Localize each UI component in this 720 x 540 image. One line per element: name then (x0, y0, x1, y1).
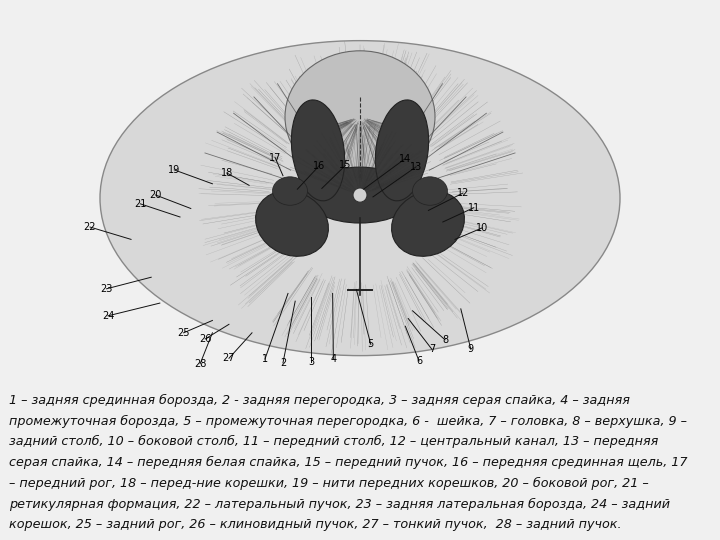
Text: 2: 2 (280, 358, 286, 368)
Text: 17: 17 (269, 152, 282, 163)
Text: 11: 11 (467, 202, 480, 213)
Ellipse shape (272, 177, 307, 205)
Ellipse shape (292, 100, 345, 201)
Text: 1 – задняя срединная борозда, 2 - задняя перегородка, 3 – задняя серая спайка, 4: 1 – задняя срединная борозда, 2 - задняя… (9, 394, 630, 407)
Text: 5: 5 (368, 340, 374, 349)
Text: 10: 10 (476, 223, 489, 233)
Text: 27: 27 (222, 353, 235, 363)
Circle shape (353, 188, 367, 202)
Text: 13: 13 (410, 162, 423, 172)
Text: 7: 7 (429, 345, 435, 354)
Ellipse shape (375, 100, 428, 201)
Text: задний столб, 10 – боковой столб, 11 – передний столб, 12 – центральный канал, 1: задний столб, 10 – боковой столб, 11 – п… (9, 435, 659, 448)
Text: 8: 8 (442, 335, 448, 345)
Text: – передний рог, 18 – перед-ние корешки, 19 – нити передних корешков, 20 – боково: – передний рог, 18 – перед-ние корешки, … (9, 477, 649, 490)
Text: 26: 26 (199, 334, 212, 344)
Text: 21: 21 (134, 199, 147, 209)
Text: корешок, 25 – задний рог, 26 – клиновидный пучок, 27 – тонкий пучок,  28 – задни: корешок, 25 – задний рог, 26 – клиновидн… (9, 518, 622, 531)
Text: 25: 25 (177, 328, 190, 338)
Ellipse shape (285, 51, 435, 183)
Text: 3: 3 (308, 357, 314, 367)
Text: 20: 20 (149, 190, 162, 200)
Text: 24: 24 (102, 311, 114, 321)
Text: 14: 14 (398, 154, 411, 164)
Text: 1: 1 (262, 354, 268, 364)
Text: 18: 18 (220, 168, 233, 178)
Text: 16: 16 (312, 161, 325, 171)
Text: 19: 19 (168, 165, 181, 175)
Ellipse shape (305, 167, 415, 223)
Text: ретикулярная формация, 22 – латеральный пучок, 23 – задняя латеральная борозда, : ретикулярная формация, 22 – латеральный … (9, 498, 670, 511)
Text: промежуточная борозда, 5 – промежуточная перегородка, 6 -  шейка, 7 – головка, 8: промежуточная борозда, 5 – промежуточная… (9, 415, 688, 428)
Text: 22: 22 (84, 222, 96, 232)
Ellipse shape (256, 191, 328, 256)
Text: 4: 4 (330, 354, 336, 364)
Text: 15: 15 (339, 160, 352, 170)
Ellipse shape (392, 191, 464, 256)
Text: 9: 9 (468, 345, 474, 354)
Ellipse shape (413, 177, 448, 205)
Text: 23: 23 (100, 284, 113, 294)
Ellipse shape (100, 40, 620, 356)
Text: 12: 12 (456, 188, 469, 198)
Text: 28: 28 (194, 359, 207, 369)
Text: 6: 6 (416, 356, 422, 366)
Text: серая спайка, 14 – передняя белая спайка, 15 – передний пучок, 16 – передняя сре: серая спайка, 14 – передняя белая спайка… (9, 456, 688, 469)
